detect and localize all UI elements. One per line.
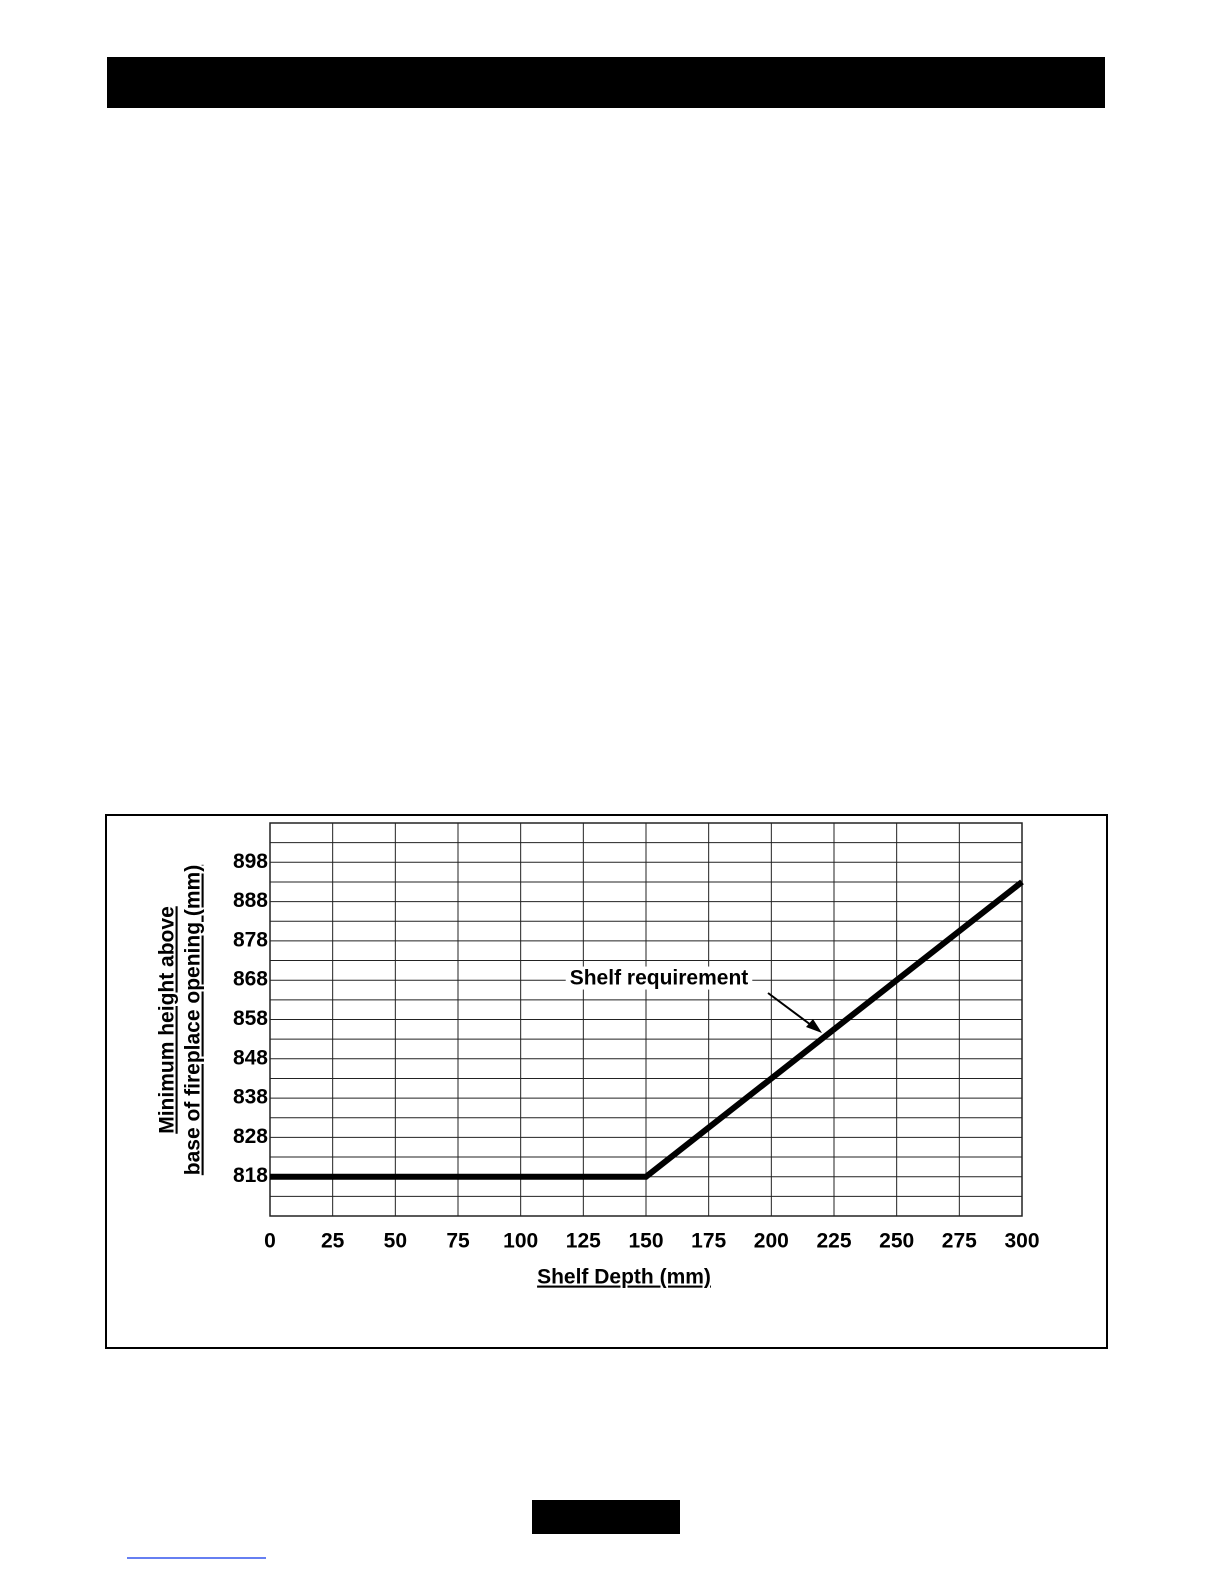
annotation-background: [565, 966, 753, 990]
figure-frame: [105, 814, 1108, 1349]
x-tick-label: 200: [754, 1230, 789, 1253]
y-tick-label: 818: [233, 1164, 268, 1187]
y-axis-label: base of fireplace opening (mm): [182, 865, 205, 1175]
y-tick-label: 828: [233, 1125, 268, 1148]
annotation: Shelf requirement: [570, 967, 749, 990]
x-tick-label: 150: [628, 1230, 663, 1253]
header-bar: [107, 57, 1105, 108]
y-tick-label: 878: [233, 928, 268, 951]
y-tick-label: 888: [233, 889, 268, 912]
x-axis-label: Shelf Depth (mm): [537, 1266, 711, 1289]
x-tick-label: 25: [321, 1230, 345, 1253]
annotation-arrowhead: [806, 1019, 822, 1033]
y-tick-label: 848: [233, 1046, 268, 1069]
x-tick-label: 225: [816, 1230, 851, 1253]
x-tick-label: 300: [1004, 1230, 1039, 1253]
y-axis-label: Minimum height above: [156, 906, 179, 1134]
x-tick-label: 250: [879, 1230, 914, 1253]
annotation-arrow: [767, 992, 816, 1029]
x-tick-label: 50: [384, 1230, 407, 1253]
x-tick-label: 100: [503, 1230, 538, 1253]
x-tick-label: 125: [566, 1230, 601, 1253]
chart: 818 828 838 848 858 868 878 888 898 0 25 50 75 100 125…: [156, 822, 1040, 1289]
x-tick-label: 275: [942, 1230, 977, 1253]
x-tick-label: 175: [691, 1230, 726, 1253]
x-tick-label: 0: [264, 1230, 276, 1253]
y-tick-label: 868: [233, 968, 268, 991]
y-tick-label: 838: [233, 1086, 268, 1109]
x-tick-label: 75: [446, 1230, 470, 1253]
y-tick-label: 898: [233, 850, 268, 873]
footer-box: [532, 1500, 680, 1534]
data-line: [270, 879, 1024, 1180]
y-tick-label: 858: [233, 1007, 268, 1030]
